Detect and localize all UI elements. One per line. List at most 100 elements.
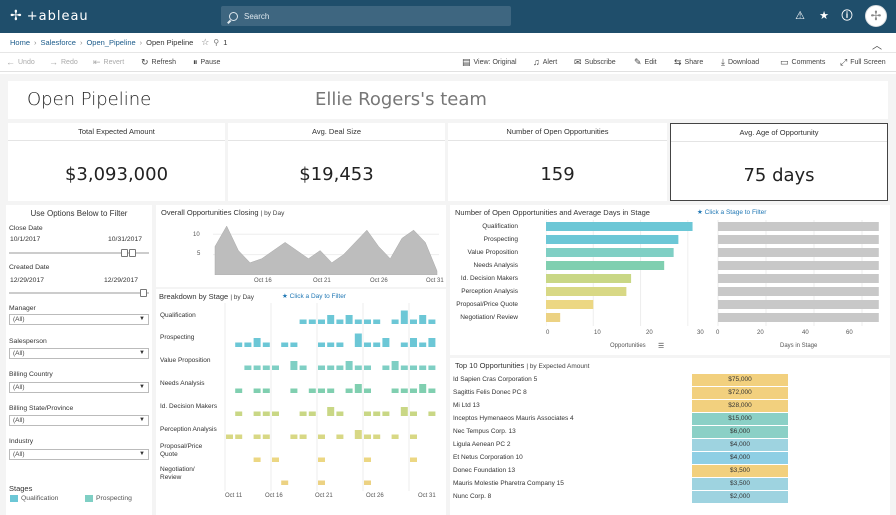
breakdown-bar[interactable] [281, 342, 289, 348]
breakdown-bar[interactable] [373, 319, 381, 325]
stage-category-label[interactable]: Proposal/Price Quote [456, 301, 518, 308]
breakdown-bar[interactable] [410, 319, 417, 325]
stage-category-label[interactable]: Needs Analysis [473, 262, 518, 269]
breakdown-bar[interactable] [345, 388, 353, 394]
opportunity-bar[interactable] [546, 261, 665, 270]
breakdown-stage-label[interactable]: Qualification [160, 312, 196, 319]
created-date-start[interactable]: 12/29/2017 [10, 277, 45, 284]
close-date-slider-start-handle[interactable] [121, 249, 128, 257]
comments-button[interactable]: ▭ Comments [780, 58, 825, 67]
top10-name[interactable]: Donec Foundation 13 [453, 467, 516, 474]
breakdown-bar[interactable] [253, 411, 261, 417]
billing-country-dropdown[interactable]: (All) ▼ [9, 382, 149, 393]
breakdown-bar[interactable] [400, 342, 408, 348]
breakdown-bar[interactable] [410, 457, 417, 463]
opportunity-bar[interactable] [546, 287, 627, 296]
undo-button[interactable]: ← Undo [6, 58, 35, 67]
breakdown-bar[interactable] [226, 434, 233, 440]
breakdown-bar[interactable] [400, 388, 408, 394]
days-in-stage-bar[interactable] [718, 300, 879, 309]
sort-icon[interactable]: ☰ [658, 343, 665, 350]
breakdown-bar[interactable] [419, 342, 427, 348]
breakdown-stage-label[interactable]: Negotiation/ Review [160, 466, 195, 481]
breakdown-bar[interactable] [336, 365, 344, 371]
breakdown-bar[interactable] [391, 319, 399, 325]
legend-label-qualification[interactable]: Qualification [21, 495, 59, 502]
breakdown-bar[interactable] [253, 388, 261, 394]
breakdown-bar[interactable] [262, 388, 270, 394]
stage-bar-chart[interactable] [546, 220, 886, 335]
top10-name[interactable]: Et Netus Corporation 10 [453, 454, 523, 461]
pause-button[interactable]: ⏸ Pause [193, 58, 220, 67]
breakdown-bar[interactable] [419, 384, 427, 393]
breakdown-bar[interactable] [364, 388, 371, 394]
breakdown-bar[interactable] [336, 411, 344, 417]
breadcrumb-workbook[interactable]: Open_Pipeline [86, 38, 136, 47]
created-date-slider[interactable] [9, 289, 149, 297]
breakdown-bar[interactable] [373, 411, 381, 417]
breadcrumb-home[interactable]: Home [10, 38, 31, 47]
top10-name[interactable]: Inceptos Hymenaeos Mauris Associates 4 [453, 415, 574, 422]
info-icon[interactable]: ⓘ [841, 10, 853, 22]
breakdown-bar[interactable] [308, 411, 316, 417]
top10-amount-cell[interactable]: $3,500 [692, 465, 788, 478]
days-in-stage-bar[interactable] [718, 235, 879, 244]
close-date-start[interactable]: 10/1/2017 [10, 236, 41, 243]
breakdown-bar[interactable] [272, 457, 279, 463]
breakdown-bar[interactable] [253, 338, 261, 347]
breakdown-bar[interactable] [400, 407, 408, 416]
breakdown-bar[interactable] [281, 480, 289, 486]
breakdown-bar[interactable] [391, 434, 399, 440]
breakdown-bar[interactable] [382, 411, 390, 417]
breakdown-bar[interactable] [373, 342, 381, 348]
breakdown-bar[interactable] [235, 342, 243, 348]
breakdown-bar[interactable] [299, 365, 307, 371]
breakdown-bar[interactable] [364, 480, 371, 486]
share-button[interactable]: ⇆ Share [674, 58, 703, 67]
breakdown-bar[interactable] [253, 457, 261, 463]
kpi-avg-age-opportunity[interactable]: Avg. Age of Opportunity 75 days [670, 123, 888, 201]
days-in-stage-bar[interactable] [718, 287, 879, 296]
breakdown-bar[interactable] [354, 365, 362, 371]
breakdown-bar[interactable] [262, 411, 270, 417]
breakdown-bar[interactable] [419, 365, 427, 371]
breakdown-bar[interactable] [318, 319, 325, 325]
breakdown-bar[interactable] [327, 407, 335, 416]
breakdown-stage-label[interactable]: Perception Analysis [160, 426, 217, 433]
breakdown-bar[interactable] [428, 319, 436, 325]
top10-amount-cell[interactable]: $6,000 [692, 426, 788, 439]
redo-button[interactable]: → Redo [49, 58, 78, 67]
breakdown-bar[interactable] [235, 434, 243, 440]
breakdown-bar[interactable] [410, 338, 417, 347]
download-button[interactable]: ⤓ Download [721, 58, 759, 67]
breakdown-bar[interactable] [290, 342, 298, 348]
breakdown-bar[interactable] [428, 365, 436, 371]
breakdown-stage-label[interactable]: Proposal/Price Quote [160, 443, 203, 458]
close-date-end[interactable]: 10/31/2017 [108, 236, 143, 243]
created-date-end[interactable]: 12/29/2017 [104, 277, 139, 284]
days-in-stage-bar[interactable] [718, 274, 879, 283]
kpi-total-expected-amount[interactable]: Total Expected Amount $3,093,000 [8, 123, 225, 201]
breakdown-bar[interactable] [364, 319, 371, 325]
days-in-stage-bar[interactable] [718, 222, 879, 231]
fullscreen-button[interactable]: ⤢ Full Screen [840, 58, 886, 67]
breakdown-bar[interactable] [299, 434, 307, 440]
breakdown-bar[interactable] [354, 333, 362, 348]
breakdown-bar[interactable] [410, 434, 417, 440]
close-date-slider[interactable] [9, 249, 149, 257]
close-date-slider-end-handle[interactable] [129, 249, 136, 257]
breakdown-bar[interactable] [253, 434, 261, 440]
breakdown-bar[interactable] [318, 434, 325, 440]
breakdown-bar[interactable] [290, 434, 298, 440]
breakdown-bar[interactable] [373, 434, 381, 440]
top10-amount-cell[interactable]: $15,000 [692, 413, 788, 426]
tableau-logo[interactable]: ✢ +ableau [10, 8, 89, 24]
top10-amount-cell[interactable]: $2,000 [692, 491, 788, 504]
top10-amount-cell[interactable]: $4,000 [692, 452, 788, 465]
stage-category-label[interactable]: Id. Decision Makers [460, 275, 518, 282]
top10-name[interactable]: Mauris Molestie Pharetra Company 15 [453, 480, 564, 487]
breakdown-bar[interactable] [299, 411, 307, 417]
created-date-slider-handle[interactable] [140, 289, 147, 297]
stage-category-label[interactable]: Negotiation/ Review [460, 314, 518, 321]
breadcrumb-project[interactable]: Salesforce [40, 38, 76, 47]
